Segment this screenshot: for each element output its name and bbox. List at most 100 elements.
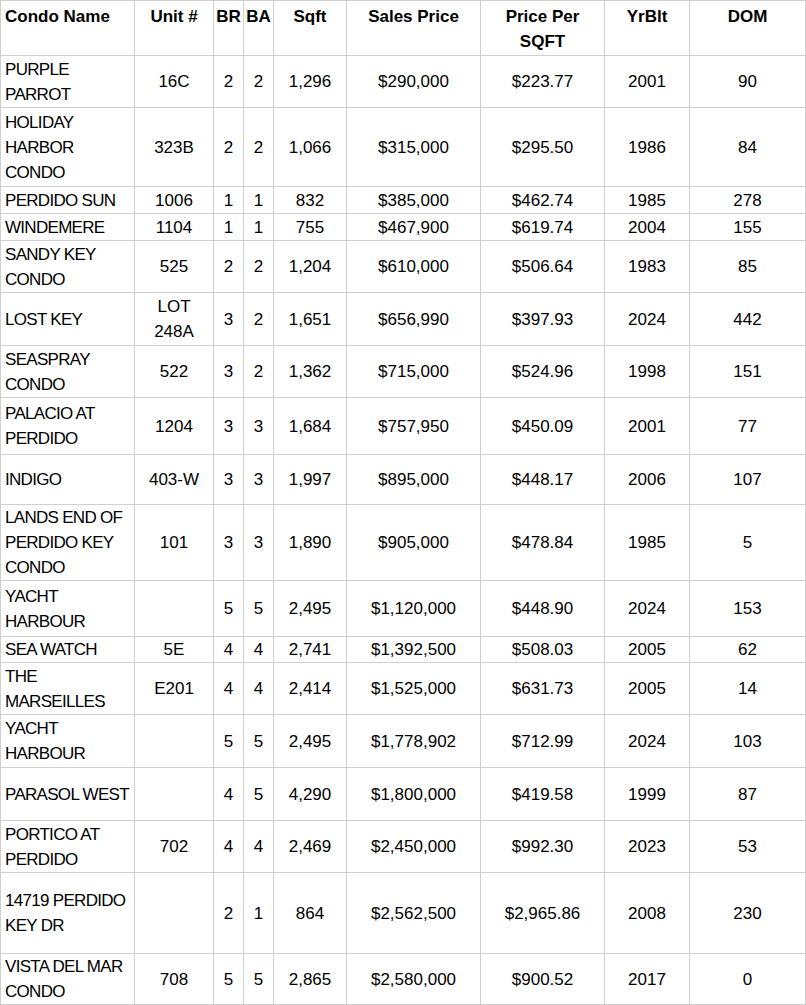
column-header-condo-name: Condo Name [1,1,135,56]
table-header: Condo NameUnit #BRBASqftSales PricePrice… [1,1,806,56]
table-row: SANDY KEY CONDO525221,204$610,000$506.64… [1,241,806,293]
cell-dom: 53 [690,821,806,873]
cell-yrblt: 2006 [605,455,690,505]
cell-price-per-sqft: $478.84 [481,505,605,581]
cell-unit-number [135,581,214,637]
cell-yrblt: 2017 [605,954,690,1005]
table-row: PORTICO AT PERDIDO702442,469$2,450,000$9… [1,821,806,873]
cell-yrblt: 2023 [605,821,690,873]
cell-unit-number [135,768,214,821]
cell-dom: 153 [690,581,806,637]
cell-condo-name: HOLIDAY HARBOR CONDO [1,108,135,187]
cell-br: 4 [214,663,244,715]
cell-sales-price: $1,392,500 [347,637,481,663]
cell-dom: 77 [690,398,806,455]
cell-br: 1 [214,214,244,241]
cell-sqft: 2,495 [274,715,347,768]
cell-unit-number: 1204 [135,398,214,455]
table-row: VISTA DEL MAR CONDO708552,865$2,580,000$… [1,954,806,1005]
table-row: YACHT HARBOUR552,495$1,778,902$712.99202… [1,715,806,768]
cell-price-per-sqft: $619.74 [481,214,605,241]
cell-yrblt: 1998 [605,346,690,398]
cell-br: 3 [214,346,244,398]
table-row: YACHT HARBOUR552,495$1,120,000$448.90202… [1,581,806,637]
cell-unit-number: E201 [135,663,214,715]
table-row: SEASPRAY CONDO522321,362$715,000$524.961… [1,346,806,398]
table-row: PALACIO AT PERDIDO1204331,684$757,950$45… [1,398,806,455]
cell-condo-name: LOST KEY [1,293,135,346]
cell-condo-name: YACHT HARBOUR [1,581,135,637]
cell-price-per-sqft: $992.30 [481,821,605,873]
cell-ba: 3 [244,398,274,455]
cell-br: 3 [214,505,244,581]
column-header-ba: BA [244,1,274,56]
cell-br: 2 [214,108,244,187]
cell-unit-number: 101 [135,505,214,581]
cell-br: 5 [214,581,244,637]
cell-unit-number [135,715,214,768]
cell-yrblt: 1985 [605,187,690,214]
cell-sales-price: $757,950 [347,398,481,455]
cell-br: 4 [214,768,244,821]
cell-condo-name: SANDY KEY CONDO [1,241,135,293]
cell-condo-name: PARASOL WEST [1,768,135,821]
cell-price-per-sqft: $419.58 [481,768,605,821]
cell-condo-name: THE MARSEILLES [1,663,135,715]
cell-ba: 5 [244,954,274,1005]
cell-unit-number [135,873,214,954]
cell-price-per-sqft: $462.74 [481,187,605,214]
cell-dom: 5 [690,505,806,581]
cell-sqft: 2,865 [274,954,347,1005]
cell-sales-price: $2,562,500 [347,873,481,954]
cell-sqft: 1,651 [274,293,347,346]
cell-ba: 4 [244,637,274,663]
cell-price-per-sqft: $448.17 [481,455,605,505]
cell-br: 2 [214,873,244,954]
column-header-sqft: Sqft [274,1,347,56]
cell-ba: 2 [244,108,274,187]
cell-yrblt: 1999 [605,768,690,821]
cell-sales-price: $656,990 [347,293,481,346]
cell-yrblt: 1985 [605,505,690,581]
cell-unit-number: 525 [135,241,214,293]
cell-sales-price: $715,000 [347,346,481,398]
cell-br: 1 [214,187,244,214]
cell-dom: 103 [690,715,806,768]
table-row: HOLIDAY HARBOR CONDO323B221,066$315,000$… [1,108,806,187]
cell-price-per-sqft: $448.90 [481,581,605,637]
cell-ba: 5 [244,581,274,637]
cell-condo-name: PALACIO AT PERDIDO [1,398,135,455]
cell-price-per-sqft: $900.52 [481,954,605,1005]
cell-br: 4 [214,637,244,663]
cell-sqft: 4,290 [274,768,347,821]
column-header-yrblt: YrBlt [605,1,690,56]
cell-sales-price: $1,120,000 [347,581,481,637]
cell-dom: 14 [690,663,806,715]
cell-ba: 3 [244,455,274,505]
cell-ba: 2 [244,346,274,398]
cell-sqft: 864 [274,873,347,954]
cell-dom: 155 [690,214,806,241]
cell-condo-name: PURPLE PARROT [1,56,135,108]
table-row: PARASOL WEST454,290$1,800,000$419.581999… [1,768,806,821]
cell-sqft: 832 [274,187,347,214]
cell-yrblt: 2005 [605,637,690,663]
cell-price-per-sqft: $223.77 [481,56,605,108]
column-header-br: BR [214,1,244,56]
cell-price-per-sqft: $524.96 [481,346,605,398]
cell-unit-number: LOT 248A [135,293,214,346]
cell-price-per-sqft: $712.99 [481,715,605,768]
cell-condo-name: SEA WATCH [1,637,135,663]
cell-condo-name: INDIGO [1,455,135,505]
column-header-price-per-sqft: Price Per SQFT [481,1,605,56]
cell-price-per-sqft: $508.03 [481,637,605,663]
cell-ba: 1 [244,214,274,241]
cell-condo-name: VISTA DEL MAR CONDO [1,954,135,1005]
cell-unit-number: 522 [135,346,214,398]
cell-yrblt: 2024 [605,715,690,768]
cell-yrblt: 2024 [605,581,690,637]
cell-sales-price: $290,000 [347,56,481,108]
cell-sales-price: $467,900 [347,214,481,241]
cell-sqft: 2,414 [274,663,347,715]
table-row: PURPLE PARROT16C221,296$290,000$223.7720… [1,56,806,108]
